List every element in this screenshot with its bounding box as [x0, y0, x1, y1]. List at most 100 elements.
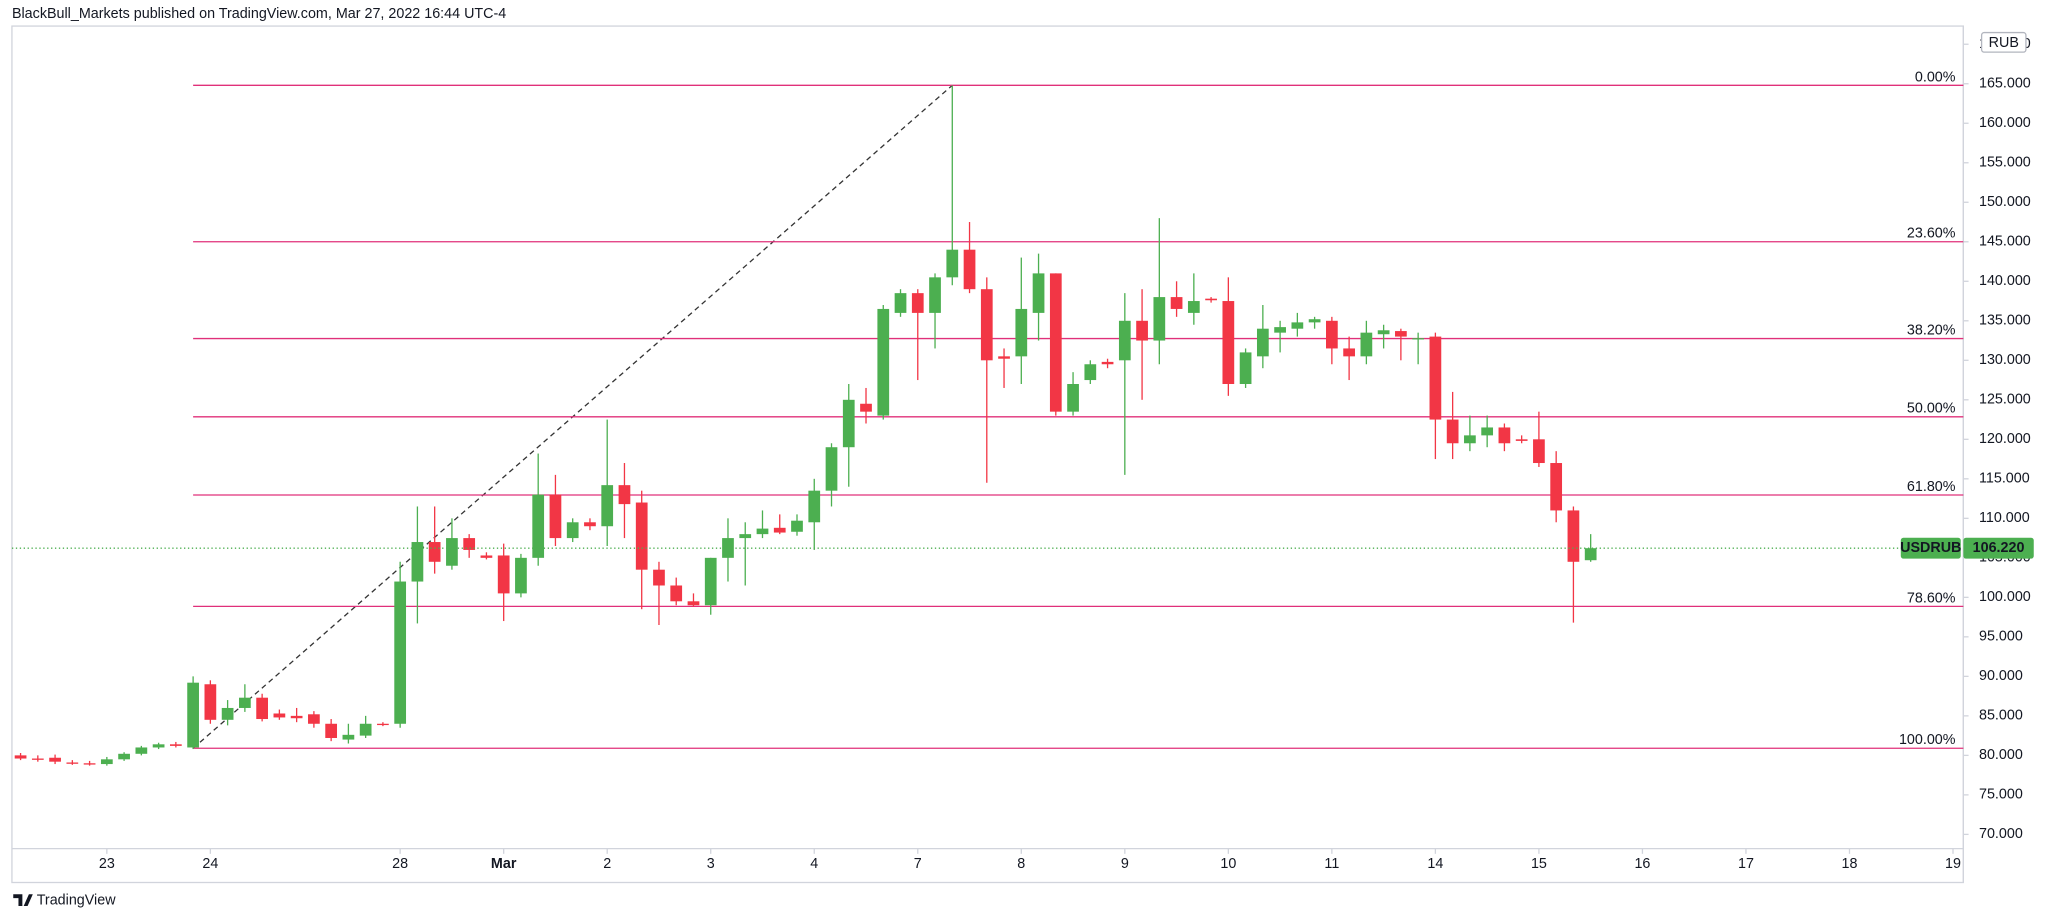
- candle-body: [66, 762, 79, 764]
- candle-body: [1205, 298, 1217, 301]
- candle-body: [791, 520, 803, 532]
- logo-icon: [13, 894, 33, 906]
- candle-body: [980, 289, 993, 361]
- candle-body: [1308, 319, 1321, 323]
- x-tick-label: 9: [1121, 856, 1129, 872]
- currency-label: RUB: [1989, 35, 2019, 51]
- candle-body: [1153, 297, 1166, 341]
- candle-body: [808, 490, 821, 523]
- y-tick-label: 150.000: [1979, 194, 2031, 210]
- y-tick-label: 85.000: [1979, 708, 2023, 724]
- candle-body: [1222, 301, 1235, 385]
- candle-body: [100, 759, 113, 765]
- candle-body: [1256, 328, 1269, 357]
- y-tick-label: 145.000: [1979, 234, 2031, 250]
- candle-body: [1291, 322, 1304, 329]
- candle-body: [428, 542, 441, 562]
- candle-body: [1412, 338, 1425, 340]
- candle-body: [1498, 427, 1511, 444]
- symbol-label: USDRUB: [1900, 540, 1961, 556]
- header: BlackBull_Markets published on TradingVi…: [12, 6, 506, 22]
- candle-body: [83, 763, 96, 765]
- candle-body: [273, 713, 286, 718]
- y-tick-label: 110.000: [1979, 510, 2030, 526]
- symbol-badge: [1900, 537, 1961, 559]
- y-tick-label: 80.000: [1979, 747, 2023, 763]
- candle-body: [1464, 435, 1476, 444]
- price-label: 106.220: [1973, 540, 2025, 556]
- candle-body: [704, 557, 717, 606]
- candle-body: [204, 684, 217, 720]
- candle-body: [739, 534, 752, 539]
- candle-body: [1187, 301, 1200, 313]
- candle-body: [49, 757, 61, 762]
- candle-body: [1101, 361, 1114, 365]
- y-tick-label: 135.000: [1979, 313, 2031, 329]
- candle-body: [290, 715, 303, 719]
- candle-body: [963, 249, 976, 290]
- candle-body: [1015, 308, 1028, 357]
- candle-body: [1084, 364, 1097, 381]
- candle-body: [894, 293, 907, 313]
- x-tick-label: 4: [810, 856, 818, 872]
- fib-level-label: 23.60%: [1907, 226, 1956, 242]
- candle-body: [584, 522, 596, 527]
- candle-body: [31, 758, 44, 760]
- candle-body: [1274, 327, 1286, 333]
- candle-body: [1239, 352, 1252, 385]
- y-tick-label: 120.000: [1979, 431, 2031, 447]
- x-tick-label: 17: [1738, 856, 1754, 872]
- candle-body: [497, 555, 510, 594]
- candle-body: [1326, 320, 1338, 349]
- candle-body: [480, 555, 493, 558]
- candle-body: [463, 538, 476, 550]
- x-tick-label: 16: [1634, 856, 1650, 872]
- candle-body: [842, 399, 855, 448]
- candle-body: [1067, 384, 1079, 412]
- y-tick-label: 140.000: [1979, 273, 2031, 289]
- candle-body: [1170, 297, 1183, 309]
- price-badge: [1963, 537, 2034, 559]
- candle-body: [532, 494, 545, 558]
- candle-body: [1032, 273, 1045, 313]
- candle-body: [860, 403, 872, 412]
- candle-body: [1429, 336, 1442, 420]
- candle-body: [756, 528, 769, 535]
- candle-body: [118, 753, 130, 760]
- candle-body: [1049, 273, 1062, 412]
- candle-body: [256, 697, 268, 720]
- y-tick-label: 100.000: [1979, 589, 2031, 605]
- x-tick-label: 2: [603, 856, 611, 872]
- y-tick-label: 130.000: [1979, 352, 2031, 368]
- x-tick-label: 8: [1017, 856, 1025, 872]
- candle-body: [359, 723, 372, 736]
- candle-body: [1360, 332, 1373, 357]
- candle-body: [825, 447, 838, 491]
- x-tick-label: 23: [99, 856, 115, 872]
- currency-badge: [1980, 31, 2027, 53]
- candle-body: [325, 723, 338, 738]
- x-tick-label: 24: [202, 856, 218, 872]
- candle-body: [1481, 427, 1494, 436]
- candle-body: [239, 697, 251, 708]
- candle-body: [687, 601, 700, 606]
- y-tick-label: 90.000: [1979, 668, 2023, 684]
- y-tick-label: 160.000: [1979, 115, 2031, 131]
- y-tick-label: 165.000: [1979, 76, 2031, 92]
- y-tick-label: 70.000: [1979, 826, 2023, 842]
- x-tick-label: 7: [914, 856, 922, 872]
- candle-body: [653, 569, 665, 586]
- candle-body: [635, 502, 648, 570]
- candle-body: [342, 734, 355, 740]
- candle-body: [308, 714, 320, 724]
- x-tick-label: 28: [392, 856, 408, 872]
- candle-body: [394, 581, 407, 724]
- candle-body: [515, 557, 527, 594]
- candle-body: [601, 485, 614, 527]
- fib-level-label: 61.80%: [1907, 479, 1956, 495]
- candle-body: [618, 485, 631, 505]
- candle-body: [877, 308, 890, 416]
- candle-body: [135, 747, 148, 754]
